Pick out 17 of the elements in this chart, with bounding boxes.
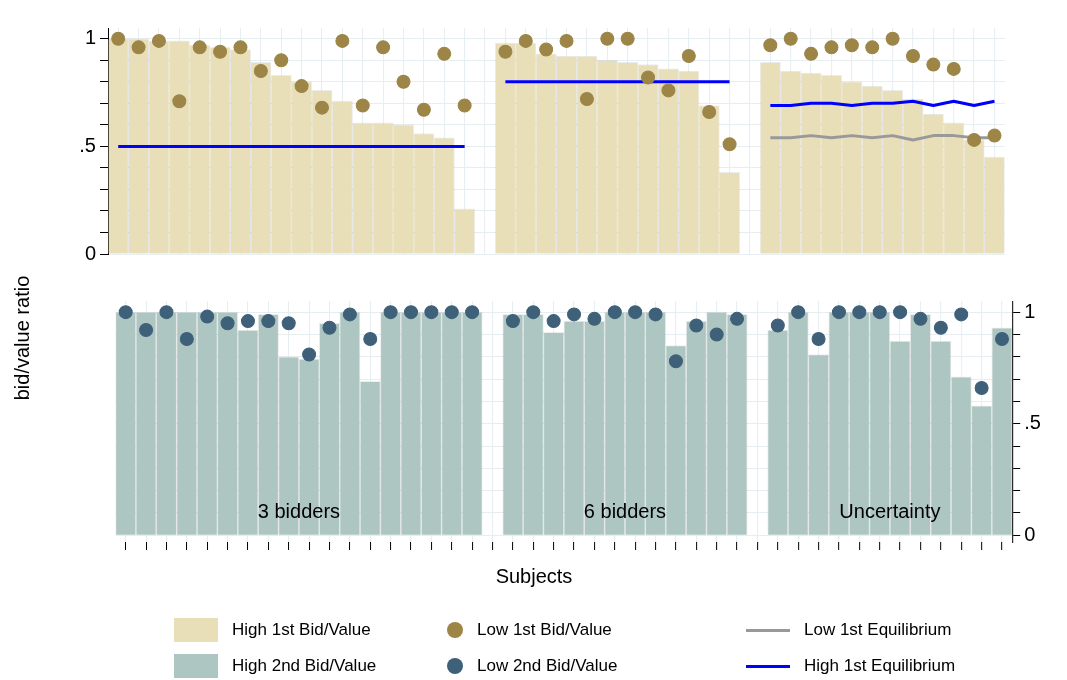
- annotation: 3 bidders: [257, 499, 341, 522]
- legend-label: High 1st Equilibrium: [804, 656, 956, 676]
- legend-label: Low 1st Equilibrium: [804, 620, 952, 640]
- legend-label: Low 1st Bid/Value: [477, 620, 612, 640]
- x-axis-title: Subjects: [495, 564, 573, 588]
- y-tick-label: .5: [79, 133, 97, 156]
- legend-label: High 2nd Bid/Value: [232, 656, 377, 676]
- annotation: 6 bidders: [583, 499, 667, 522]
- y-tick-label: 0: [1024, 522, 1036, 545]
- legend-label: Low 2nd Bid/Value: [477, 656, 618, 676]
- y-tick-label: 1: [1024, 299, 1036, 322]
- y-tick-label: 1: [84, 26, 97, 49]
- y-tick-label: 0: [84, 241, 97, 264]
- y-axis-title: bid/value ratio: [10, 275, 34, 401]
- y-tick-label: .5: [1024, 411, 1041, 434]
- annotation: Uncertainty: [839, 499, 941, 522]
- legend-label: High 1st Bid/Value: [232, 620, 371, 640]
